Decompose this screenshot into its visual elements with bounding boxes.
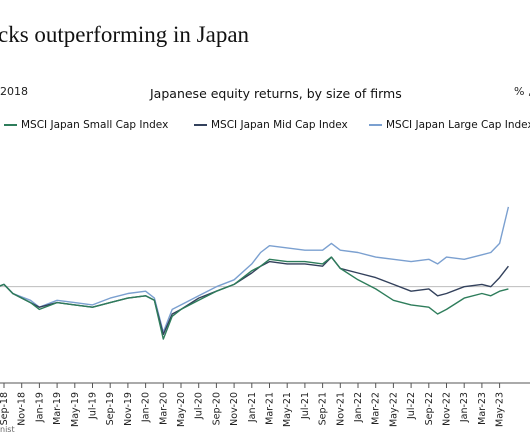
x-tick-label: Jan-21	[247, 392, 258, 423]
legend-swatch-small-cap	[4, 124, 17, 126]
legend-swatch-mid-cap	[194, 124, 207, 126]
x-tick-label: Jan-22	[353, 392, 364, 423]
series-line-large-cap	[0, 206, 510, 333]
x-tick-label: Mar-23	[477, 392, 488, 425]
x-tick-label: Mar-21	[265, 392, 276, 425]
legend-item-small-cap: MSCI Japan Small Cap Index	[4, 119, 168, 131]
x-tick-label: Jul-20	[194, 392, 205, 420]
legend-label-small-cap: MSCI Japan Small Cap Index	[21, 119, 169, 131]
legend-item-mid-cap: MSCI Japan Mid Cap Index	[194, 119, 348, 131]
x-tick-label: May-20	[176, 392, 187, 427]
x-tick-label: Sep-21	[318, 392, 329, 425]
x-tick-label: Jan-19	[34, 392, 45, 423]
legend-label-mid-cap: MSCI Japan Mid Cap Index	[211, 119, 348, 131]
x-tick-label: Sep-19	[105, 392, 116, 425]
chart-headline: cks outperforming in Japan	[0, 22, 250, 47]
x-tick-label: Jan-23	[459, 392, 470, 423]
x-tick-label: Sep-18	[0, 392, 10, 425]
x-tick-label: Mar-19	[52, 392, 63, 425]
x-tick-label: Mar-20	[158, 392, 169, 425]
x-tick-label: Jul-22	[406, 392, 417, 420]
source-note: nist	[0, 425, 15, 434]
x-tick-label: Jul-19	[88, 392, 99, 420]
units-label: % ,	[514, 85, 530, 98]
x-tick-label: Sep-22	[424, 392, 435, 425]
x-tick-label: May-22	[388, 392, 399, 427]
x-tick-label: Jul-21	[300, 392, 311, 420]
x-tick-label: Nov-21	[335, 392, 346, 426]
x-tick-label: May-21	[282, 392, 293, 427]
x-tick-label: Nov-22	[442, 392, 453, 426]
x-tick-label: Nov-20	[229, 392, 240, 426]
x-tick-label: May-23	[495, 392, 506, 427]
x-tick-label: Jan-20	[141, 392, 152, 423]
x-tick-label: Nov-18	[17, 392, 28, 426]
series-line-small-cap	[0, 256, 509, 340]
legend-swatch-large-cap	[369, 124, 382, 126]
legend: MSCI Japan Small Cap Index MSCI Japan Mi…	[0, 119, 530, 137]
x-tick-label: Mar-22	[371, 392, 382, 425]
chart-subtitle: Japanese equity returns, by size of firm…	[150, 86, 402, 101]
x-tick-label: Sep-20	[211, 392, 222, 425]
x-tick-label: Nov-19	[123, 392, 134, 426]
date-note: 2018	[0, 85, 28, 98]
legend-label-large-cap: MSCI Japan Large Cap Index	[386, 119, 530, 131]
legend-item-large-cap: MSCI Japan Large Cap Index	[369, 119, 530, 131]
x-tick-label: May-19	[70, 392, 81, 427]
